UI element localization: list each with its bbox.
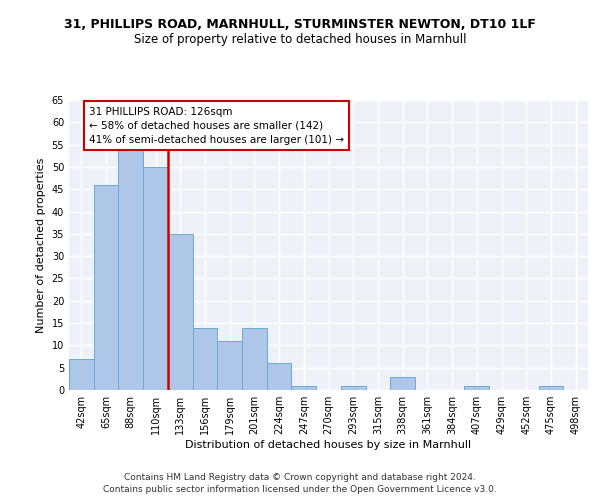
Bar bbox=[390, 376, 415, 390]
Bar bbox=[69, 359, 94, 390]
Text: 31, PHILLIPS ROAD, MARNHULL, STURMINSTER NEWTON, DT10 1LF: 31, PHILLIPS ROAD, MARNHULL, STURMINSTER… bbox=[64, 18, 536, 30]
Bar bbox=[94, 185, 118, 390]
Bar bbox=[341, 386, 365, 390]
Text: 31 PHILLIPS ROAD: 126sqm
← 58% of detached houses are smaller (142)
41% of semi-: 31 PHILLIPS ROAD: 126sqm ← 58% of detach… bbox=[89, 106, 344, 144]
X-axis label: Distribution of detached houses by size in Marnhull: Distribution of detached houses by size … bbox=[185, 440, 472, 450]
Text: Size of property relative to detached houses in Marnhull: Size of property relative to detached ho… bbox=[134, 32, 466, 46]
Bar bbox=[193, 328, 217, 390]
Y-axis label: Number of detached properties: Number of detached properties bbox=[36, 158, 46, 332]
Bar bbox=[118, 149, 143, 390]
Bar bbox=[539, 386, 563, 390]
Bar bbox=[168, 234, 193, 390]
Bar bbox=[267, 363, 292, 390]
Bar bbox=[242, 328, 267, 390]
Bar bbox=[143, 167, 168, 390]
Bar bbox=[217, 341, 242, 390]
Bar bbox=[464, 386, 489, 390]
Text: Contains HM Land Registry data © Crown copyright and database right 2024.
Contai: Contains HM Land Registry data © Crown c… bbox=[103, 472, 497, 494]
Bar bbox=[292, 386, 316, 390]
